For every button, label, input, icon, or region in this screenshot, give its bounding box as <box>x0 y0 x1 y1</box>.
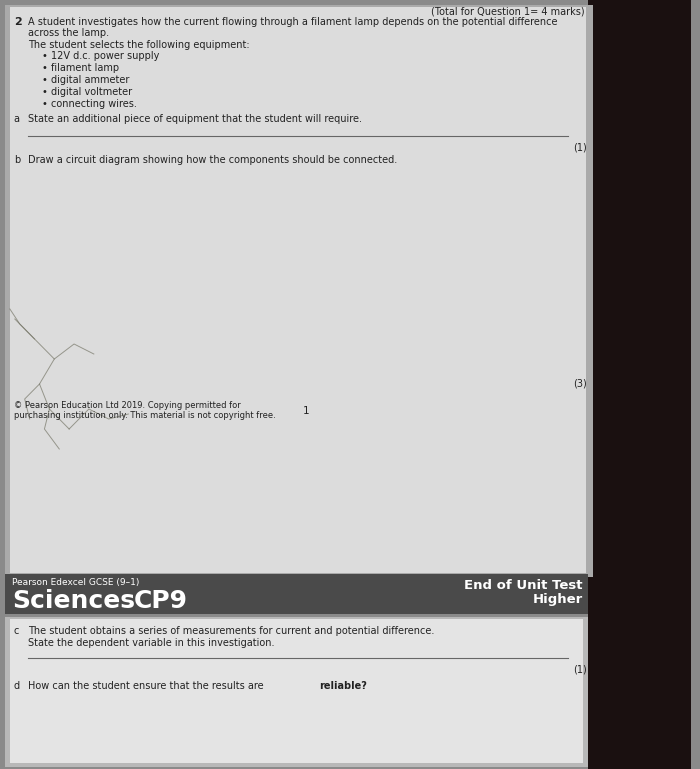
Text: purchasing institution only. This material is not copyright free.: purchasing institution only. This materi… <box>14 411 276 420</box>
Text: (Total for Question 1= 4 marks): (Total for Question 1= 4 marks) <box>431 7 584 17</box>
FancyBboxPatch shape <box>5 5 592 577</box>
Text: State an additional piece of equipment that the student will require.: State an additional piece of equipment t… <box>28 114 362 124</box>
Text: State the dependent variable in this investigation.: State the dependent variable in this inv… <box>28 638 274 648</box>
Text: End of Unit Test: End of Unit Test <box>464 579 582 592</box>
FancyBboxPatch shape <box>5 574 587 614</box>
Text: 12V d.c. power supply: 12V d.c. power supply <box>51 51 160 61</box>
FancyBboxPatch shape <box>5 617 587 767</box>
Text: CP9: CP9 <box>133 589 188 613</box>
Text: 1: 1 <box>303 406 309 416</box>
Text: © Pearson Education Ltd 2019. Copying permitted for: © Pearson Education Ltd 2019. Copying pe… <box>14 401 241 410</box>
Text: The student selects the following equipment:: The student selects the following equipm… <box>28 40 249 50</box>
Text: d: d <box>14 681 20 691</box>
Text: •: • <box>41 75 48 85</box>
Text: Pearson Edexcel GCSE (9–1): Pearson Edexcel GCSE (9–1) <box>12 578 139 587</box>
Text: across the lamp.: across the lamp. <box>28 28 108 38</box>
Text: a: a <box>14 114 20 124</box>
Text: A student investigates how the current flowing through a filament lamp depends o: A student investigates how the current f… <box>28 17 557 27</box>
FancyBboxPatch shape <box>587 0 692 769</box>
Text: (1): (1) <box>573 143 587 153</box>
Text: Draw a circuit diagram showing how the components should be connected.: Draw a circuit diagram showing how the c… <box>28 155 397 165</box>
Text: 2: 2 <box>14 17 22 27</box>
Text: digital voltmeter: digital voltmeter <box>51 87 132 97</box>
Text: (3): (3) <box>573 379 587 389</box>
Text: •: • <box>41 63 48 73</box>
Text: filament lamp: filament lamp <box>51 63 120 73</box>
Text: The student obtains a series of measurements for current and potential differenc: The student obtains a series of measurem… <box>28 626 434 636</box>
Text: (1): (1) <box>573 665 587 675</box>
Text: •: • <box>41 99 48 109</box>
Text: Higher: Higher <box>533 593 582 606</box>
Text: c: c <box>14 626 19 636</box>
Text: b: b <box>14 155 20 165</box>
Text: •: • <box>41 51 48 61</box>
Text: reliable?: reliable? <box>319 681 367 691</box>
Text: connecting wires.: connecting wires. <box>51 99 137 109</box>
FancyBboxPatch shape <box>10 7 586 573</box>
Text: digital ammeter: digital ammeter <box>51 75 130 85</box>
Text: Sciences: Sciences <box>12 589 135 613</box>
Text: How can the student ensure that the results are: How can the student ensure that the resu… <box>28 681 267 691</box>
FancyBboxPatch shape <box>10 619 582 763</box>
Text: •: • <box>41 87 48 97</box>
